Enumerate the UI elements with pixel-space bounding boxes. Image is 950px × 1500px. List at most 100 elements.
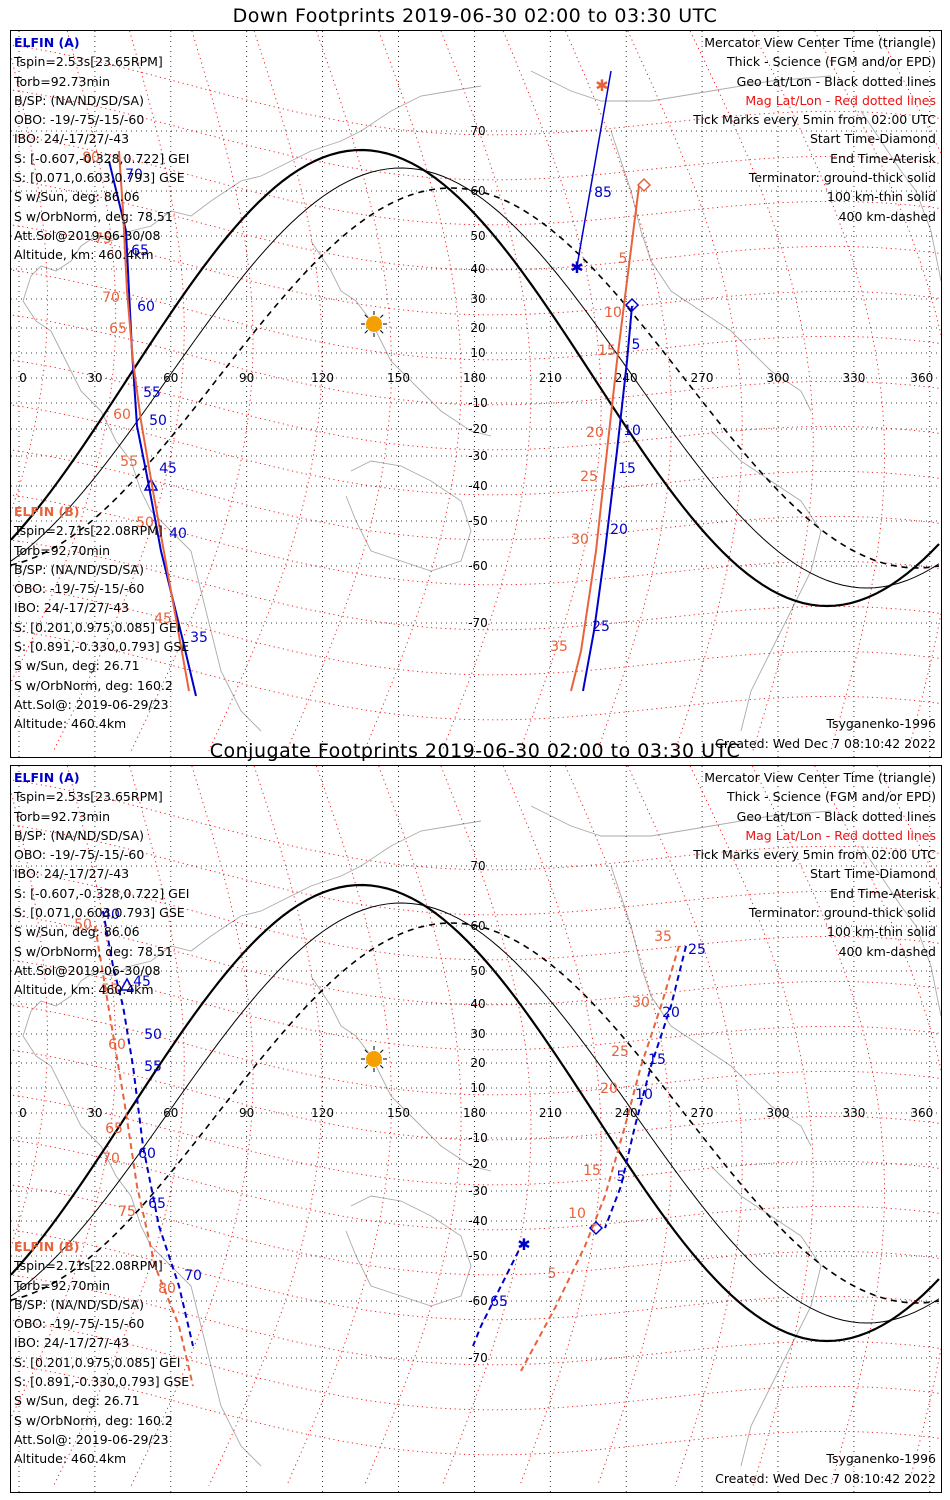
- legend: Mercator View Center Time (triangle) Thic…: [693, 768, 936, 961]
- elfin-a-label: ELFIN (A): [14, 770, 80, 785]
- info-line: B/SP: (NA/ND/SD/SA): [14, 1296, 144, 1312]
- track-tick-label: 10: [623, 423, 641, 439]
- info-line: IBO: 24/-17/27/-43: [14, 131, 130, 147]
- track-tick-label: 65: [148, 1196, 166, 1212]
- track-tick-label: 50: [74, 917, 92, 933]
- lon-tick-label: 360: [910, 1106, 933, 1120]
- sun-ray: [364, 330, 368, 334]
- legend-line: Mag Lat/Lon - Red dotted lines: [745, 827, 936, 843]
- track-tick-label: 15: [648, 1052, 666, 1068]
- info-line: S: [0.071,0.603,0.793] GSE: [14, 170, 185, 186]
- footer-right: Tsyganenko-1996 Created: Wed Dec 7 08:10…: [715, 714, 936, 753]
- track-tick-label: 5: [619, 251, 628, 267]
- lat-tick-label: -60: [468, 1294, 488, 1308]
- sun-ray: [380, 1049, 384, 1053]
- track-tick-label: 50: [149, 413, 167, 429]
- lat-tick-label: -30: [468, 1184, 488, 1198]
- elfin-b-info: ELFIN (B) Tspin=2.71s[22.08RPM] Torb=92.70…: [14, 502, 189, 734]
- lon-tick-label: 330: [842, 1106, 865, 1120]
- model-label: Tsyganenko-1996: [826, 716, 936, 732]
- legend-line: Start Time-Diamond: [809, 866, 936, 882]
- track-tick-label: 60: [138, 1146, 156, 1162]
- lat-tick-label: -70: [468, 616, 488, 630]
- info-line: Tspin=2.71s[22.08RPM]: [14, 1258, 163, 1274]
- lat-tick-label: -10: [468, 1131, 488, 1145]
- lat-tick-label: -40: [468, 1214, 488, 1228]
- track-tick-label: 85: [594, 185, 612, 201]
- end-asterisk: ✱: [595, 76, 608, 95]
- track-tick-label: 20: [610, 522, 628, 538]
- track-tick-label: 55: [144, 1059, 162, 1075]
- track-tick-label: 35: [654, 929, 672, 945]
- lat-tick-label: 50: [470, 964, 485, 978]
- track-tick-label: 20: [586, 425, 604, 441]
- track-tick-label: 50: [136, 515, 154, 531]
- lon-tick-label: 30: [87, 371, 102, 385]
- elfin-a-info: ELFIN (A) Tspin=2.53s[23.65RPM] Torb=92.73…: [14, 768, 189, 1000]
- mag-meridian: [689, 766, 814, 1487]
- info-line: IBO: 24/-17/27/-43: [14, 866, 130, 882]
- lat-tick-label: -20: [468, 1157, 488, 1171]
- lat-tick-label: -60: [468, 559, 488, 573]
- lon-tick-label: 210: [539, 1106, 562, 1120]
- track-tick-label: 25: [580, 469, 598, 485]
- track-tick-label: 60: [137, 299, 155, 315]
- info-line: Torb=92.70min: [14, 1277, 111, 1293]
- track-tick-label: 10: [635, 1087, 653, 1103]
- info-line: S w/Sun, deg: 86.06: [14, 924, 140, 940]
- mag-parallel: [11, 1184, 941, 1276]
- mag-parallel: [11, 629, 941, 721]
- mag-parallel: [11, 1319, 941, 1411]
- track-tick-label: 25: [688, 942, 706, 958]
- mag-parallel: [11, 404, 941, 496]
- legend-line: Tick Marks every 5min from 02:00 UTC: [693, 847, 936, 863]
- elfin-b-track: [94, 925, 194, 1387]
- mag-meridian: [208, 766, 323, 1487]
- lon-tick-label: 60: [163, 1106, 178, 1120]
- info-line: Tspin=2.53s[23.65RPM]: [14, 789, 163, 805]
- terminator-400km: [11, 187, 940, 569]
- coastline: [860, 845, 941, 1017]
- lon-tick-label: 150: [387, 371, 410, 385]
- elfin-a-track: [472, 1241, 524, 1347]
- lon-tick-label: 270: [691, 1106, 714, 1120]
- info-line: S: [0.201,0.975,0.085] GEI: [14, 1354, 181, 1370]
- legend-line: End Time-Aterisk: [830, 885, 936, 901]
- mag-meridian: [11, 54, 48, 514]
- legend-line: Thick - Science (FGM and/or EPD): [727, 54, 936, 70]
- lat-tick-label: -50: [468, 514, 488, 528]
- info-line: S w/OrbNorm, deg: 78.51: [14, 208, 173, 224]
- track-tick-label: 15: [598, 343, 616, 359]
- terminator-ground: [11, 883, 940, 1343]
- mag-meridian: [363, 766, 462, 1487]
- lat-tick-label: 40: [470, 262, 485, 276]
- mag-parallel: [11, 224, 941, 316]
- coastline: [530, 70, 832, 102]
- info-line: Altitude, km: 460.4km: [14, 247, 154, 263]
- terminator-ground: [11, 148, 940, 608]
- lat-tick-label: 30: [470, 1027, 485, 1041]
- track-tick-label: 35: [190, 630, 208, 646]
- track-tick-label: 45: [159, 461, 177, 477]
- mag-meridian: [502, 766, 602, 1487]
- info-line: IBO: 24/-17/27/-43: [14, 600, 130, 616]
- lat-tick-label: -30: [468, 449, 488, 463]
- created-label: Created: Wed Dec 7 08:10:42 2022: [715, 735, 936, 751]
- coastline: [345, 1195, 472, 1307]
- legend-line: 100 km-thin solid: [827, 924, 936, 940]
- mag-parallel: [11, 1229, 941, 1321]
- sun-icon: [366, 316, 382, 332]
- mag-meridian: [363, 31, 462, 752]
- start-diamond: [624, 297, 640, 313]
- track-tick-label: 35: [550, 639, 568, 655]
- mag-parallel: [11, 1364, 941, 1456]
- elfin-a-info: ELFIN (A) Tspin=2.53s[23.65RPM] Torb=92.73…: [14, 33, 189, 265]
- legend-line: Geo Lat/Lon - Black dotted lines: [736, 808, 936, 824]
- elfin-b-label: ELFIN (B): [14, 1239, 80, 1254]
- track-tick-label: 40: [102, 907, 120, 923]
- info-line: Att.Sol@: 2019-06-29/23: [14, 696, 169, 712]
- lon-tick-label: 300: [767, 371, 790, 385]
- track-tick-label: 60: [113, 407, 131, 423]
- track-tick-label: 25: [592, 619, 610, 635]
- mag-parallel: [11, 869, 941, 961]
